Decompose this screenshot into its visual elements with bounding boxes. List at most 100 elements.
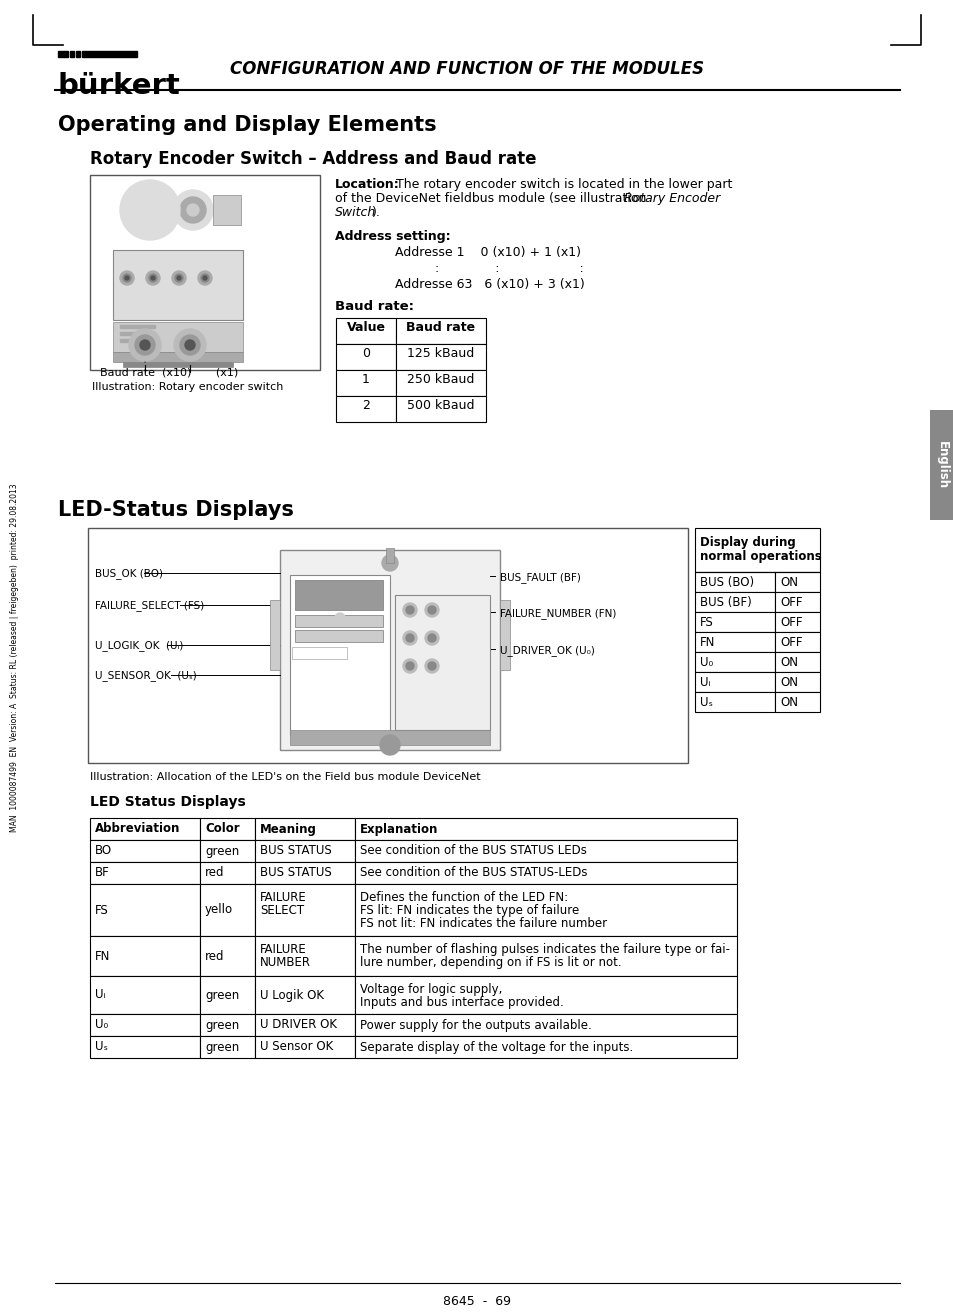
Text: Abbreviation: Abbreviation bbox=[95, 822, 180, 835]
Bar bbox=[294, 630, 382, 642]
Bar bbox=[774, 611, 820, 633]
Circle shape bbox=[203, 276, 207, 280]
Circle shape bbox=[187, 204, 199, 216]
Text: BUS_FAULT (BF): BUS_FAULT (BF) bbox=[499, 572, 580, 583]
Text: Illustration: Rotary encoder switch: Illustration: Rotary encoder switch bbox=[91, 381, 283, 392]
Bar bbox=[90, 1036, 200, 1059]
Bar bbox=[280, 550, 499, 750]
Circle shape bbox=[172, 189, 213, 230]
Text: U DRIVER OK: U DRIVER OK bbox=[260, 1019, 336, 1031]
Bar bbox=[695, 529, 820, 572]
Text: ON: ON bbox=[780, 655, 797, 668]
Bar bbox=[58, 51, 68, 57]
Bar bbox=[335, 318, 395, 345]
Bar bbox=[294, 580, 382, 610]
Circle shape bbox=[424, 659, 438, 673]
Text: Location:: Location: bbox=[335, 178, 399, 191]
Bar bbox=[695, 592, 774, 611]
Text: Baud rate:: Baud rate: bbox=[335, 300, 414, 313]
Text: 1: 1 bbox=[362, 372, 370, 385]
Text: See condition of the BUS STATUS LEDs: See condition of the BUS STATUS LEDs bbox=[359, 844, 586, 857]
Text: Color: Color bbox=[205, 822, 239, 835]
Circle shape bbox=[424, 631, 438, 644]
Bar bbox=[120, 331, 154, 335]
Text: 2: 2 bbox=[362, 398, 370, 412]
Circle shape bbox=[174, 274, 183, 281]
Circle shape bbox=[172, 271, 186, 285]
Text: Addresse 63   6 (x10) + 3 (x1): Addresse 63 6 (x10) + 3 (x1) bbox=[395, 277, 584, 291]
Text: FAILURE: FAILURE bbox=[260, 943, 307, 956]
Bar bbox=[695, 692, 774, 711]
Text: Illustration: Allocation of the LED's on the Field bus module DeviceNet: Illustration: Allocation of the LED's on… bbox=[90, 772, 480, 782]
Text: 250 kBaud: 250 kBaud bbox=[407, 372, 475, 385]
Bar bbox=[695, 572, 774, 592]
Bar bbox=[929, 410, 953, 519]
Bar bbox=[395, 345, 485, 370]
Bar bbox=[200, 818, 254, 840]
Text: FS: FS bbox=[95, 903, 109, 917]
Circle shape bbox=[140, 341, 150, 350]
Text: OFF: OFF bbox=[780, 615, 801, 629]
Text: Baud rate  (x10)       (x1): Baud rate (x10) (x1) bbox=[100, 367, 238, 377]
Circle shape bbox=[180, 335, 200, 355]
Bar bbox=[200, 863, 254, 884]
Bar bbox=[254, 840, 355, 863]
Text: Rotary Encoder: Rotary Encoder bbox=[623, 192, 720, 205]
Circle shape bbox=[406, 661, 414, 671]
Bar bbox=[292, 647, 347, 659]
Text: LED Status Displays: LED Status Displays bbox=[90, 796, 246, 809]
Circle shape bbox=[149, 274, 157, 281]
Bar bbox=[774, 652, 820, 672]
Bar bbox=[200, 884, 254, 936]
Text: Separate display of the voltage for the inputs.: Separate display of the voltage for the … bbox=[359, 1040, 633, 1053]
Bar bbox=[254, 976, 355, 1014]
Text: Uᵢ: Uᵢ bbox=[700, 676, 710, 689]
Text: FN: FN bbox=[95, 949, 111, 963]
Text: Meaning: Meaning bbox=[260, 822, 316, 835]
Bar bbox=[90, 976, 200, 1014]
Text: FAILURE: FAILURE bbox=[260, 892, 307, 903]
Text: U Sensor OK: U Sensor OK bbox=[260, 1040, 333, 1053]
Bar bbox=[774, 672, 820, 692]
Text: NUMBER: NUMBER bbox=[260, 956, 311, 969]
Bar bbox=[695, 652, 774, 672]
Circle shape bbox=[135, 335, 154, 355]
Circle shape bbox=[428, 606, 436, 614]
Text: OFF: OFF bbox=[780, 635, 801, 648]
Text: ON: ON bbox=[780, 696, 797, 709]
Bar bbox=[200, 1014, 254, 1036]
Text: lure number, depending on if FS is lit or not.: lure number, depending on if FS is lit o… bbox=[359, 956, 621, 969]
Bar bbox=[355, 1036, 737, 1059]
Bar bbox=[695, 672, 774, 692]
Text: FAILURE_NUMBER (FN): FAILURE_NUMBER (FN) bbox=[499, 608, 616, 619]
Circle shape bbox=[146, 271, 160, 285]
Circle shape bbox=[151, 276, 154, 280]
Circle shape bbox=[120, 271, 133, 285]
Text: Power supply for the outputs available.: Power supply for the outputs available. bbox=[359, 1019, 591, 1031]
Bar bbox=[395, 396, 485, 422]
Text: FN: FN bbox=[700, 635, 715, 648]
Text: Display during: Display during bbox=[700, 537, 795, 548]
Text: U Logik OK: U Logik OK bbox=[260, 989, 324, 1002]
Bar bbox=[112, 250, 243, 320]
Bar bbox=[294, 615, 382, 627]
Text: U_DRIVER_OK (U₀): U_DRIVER_OK (U₀) bbox=[499, 644, 595, 656]
Bar bbox=[499, 600, 510, 671]
Text: 125 kBaud: 125 kBaud bbox=[407, 346, 475, 359]
Text: Value: Value bbox=[346, 321, 385, 334]
Text: Rotary Encoder Switch – Address and Baud rate: Rotary Encoder Switch – Address and Baud… bbox=[90, 150, 536, 168]
Text: Inputs and bus interface provided.: Inputs and bus interface provided. bbox=[359, 995, 563, 1009]
Circle shape bbox=[402, 631, 416, 644]
Text: LED-Status Displays: LED-Status Displays bbox=[58, 500, 294, 519]
Text: Baud rate: Baud rate bbox=[406, 321, 475, 334]
Bar bbox=[395, 594, 490, 730]
Text: English: English bbox=[935, 441, 947, 489]
Circle shape bbox=[129, 329, 161, 362]
Text: yello: yello bbox=[205, 903, 233, 917]
Bar bbox=[355, 840, 737, 863]
Bar bbox=[774, 633, 820, 652]
Text: OFF: OFF bbox=[780, 596, 801, 609]
Bar bbox=[254, 1014, 355, 1036]
Text: Address setting:: Address setting: bbox=[335, 230, 450, 243]
Circle shape bbox=[180, 197, 206, 224]
